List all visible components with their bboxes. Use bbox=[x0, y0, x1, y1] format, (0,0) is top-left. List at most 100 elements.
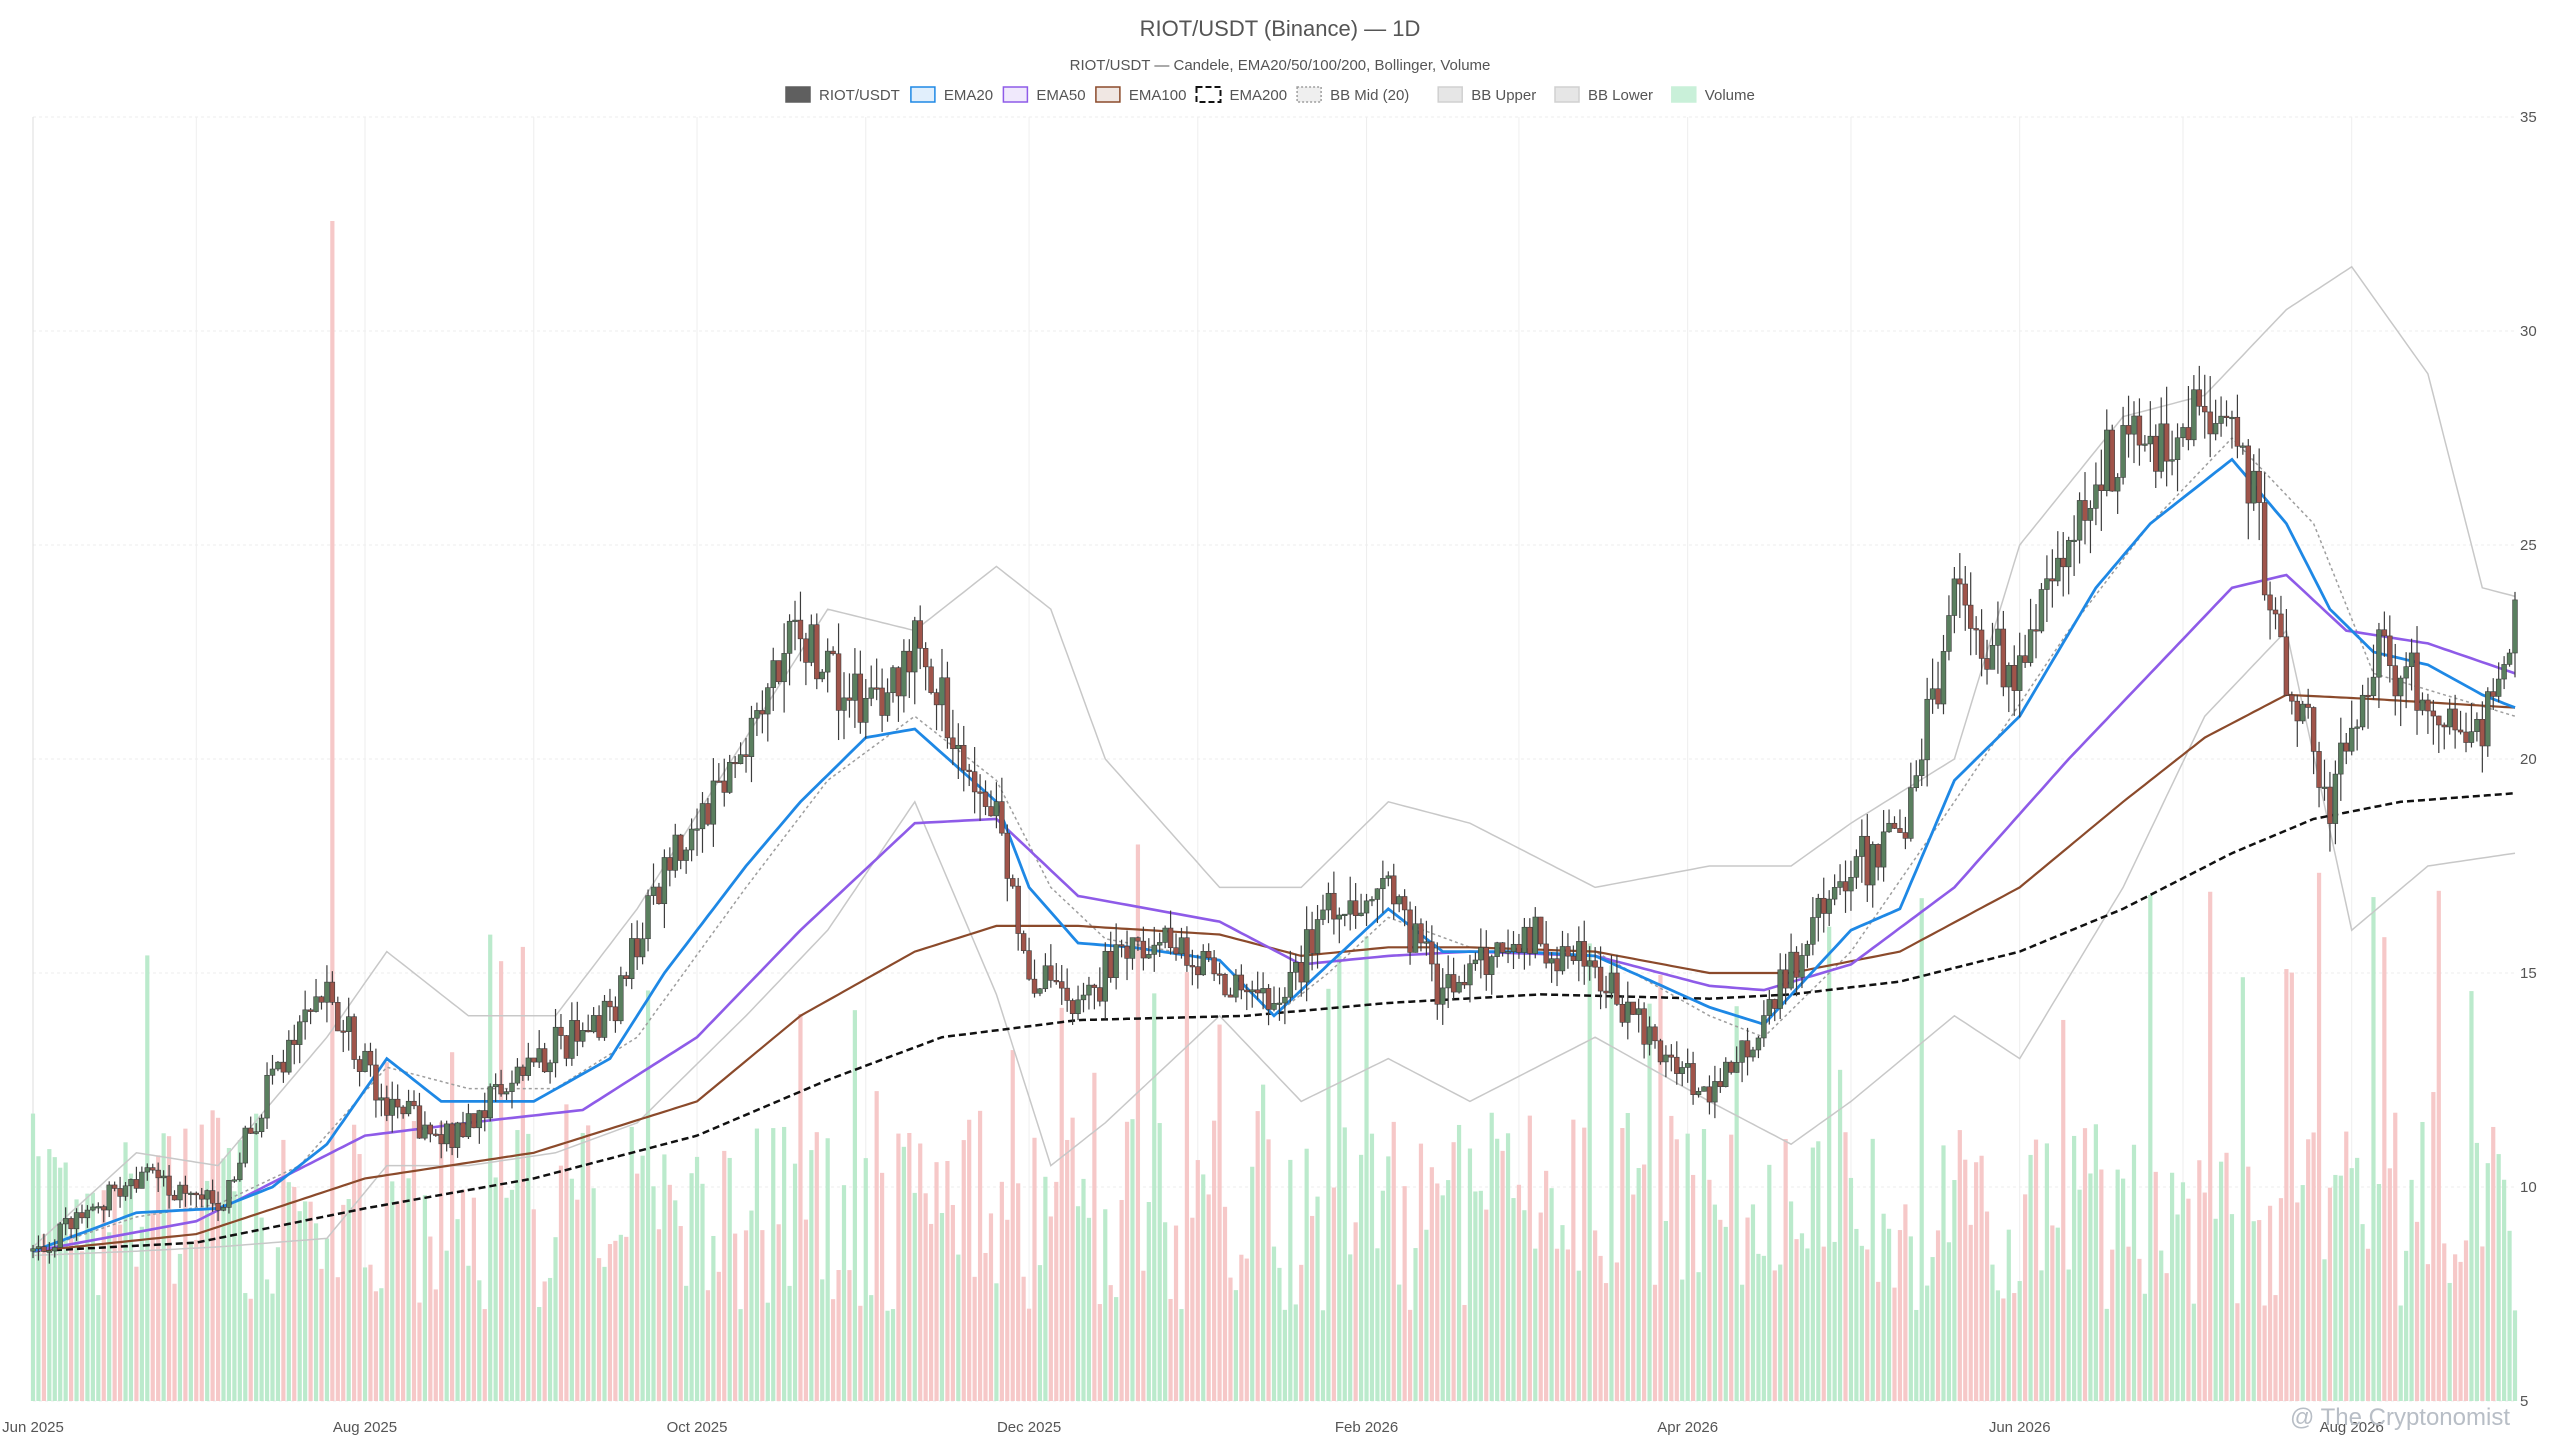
candle-body bbox=[1630, 1001, 1636, 1015]
candle-body bbox=[1325, 892, 1332, 911]
legend-item-3[interactable]: EMA100 bbox=[1095, 86, 1187, 104]
volume-bar bbox=[1310, 1215, 1315, 1401]
legend-item-8[interactable]: Volume bbox=[1671, 86, 1755, 104]
volume-bar bbox=[1707, 1179, 1712, 1401]
volume-bar bbox=[961, 1140, 966, 1401]
candle bbox=[2055, 531, 2061, 587]
volume-bar bbox=[1712, 1204, 1717, 1401]
candle bbox=[2153, 424, 2159, 488]
candle-body bbox=[863, 697, 869, 723]
volume-bar bbox=[85, 1193, 90, 1401]
volume-bar bbox=[950, 1204, 955, 1401]
candle-body bbox=[1010, 878, 1016, 887]
candle bbox=[1804, 940, 1811, 968]
candle-body bbox=[1521, 926, 1528, 953]
candle bbox=[1521, 917, 1528, 970]
candle-body bbox=[1750, 1049, 1756, 1058]
candle-body bbox=[1728, 1061, 1734, 1073]
volume-bar bbox=[199, 1124, 204, 1401]
candle bbox=[765, 683, 771, 742]
volume-bar bbox=[2376, 1184, 2382, 1401]
volume-bar bbox=[2393, 1112, 2398, 1401]
volume-bar bbox=[1723, 1226, 1728, 1401]
candle bbox=[1527, 918, 1533, 966]
candle-body bbox=[2000, 628, 2007, 688]
volume-bar bbox=[934, 1162, 939, 1401]
candle bbox=[237, 1152, 243, 1182]
volume-bar bbox=[733, 1233, 738, 1401]
volume-bar bbox=[831, 1299, 836, 1401]
volume-bar bbox=[1473, 1191, 1478, 1401]
candle bbox=[106, 1181, 112, 1218]
volume-bar bbox=[63, 1162, 68, 1401]
candle-body bbox=[2240, 445, 2246, 448]
candle bbox=[846, 673, 853, 718]
candle-body bbox=[569, 1020, 575, 1059]
candle bbox=[1064, 968, 1070, 1012]
candle bbox=[737, 742, 744, 765]
candle bbox=[2403, 652, 2409, 709]
candle bbox=[2098, 449, 2105, 531]
legend-item-6[interactable]: BB Upper bbox=[1437, 86, 1536, 104]
candle-body bbox=[258, 1117, 265, 1133]
candle-body bbox=[204, 1190, 210, 1200]
candle bbox=[2207, 376, 2213, 458]
volume-bar bbox=[1538, 1212, 1543, 1401]
volume-bar bbox=[2159, 1250, 2164, 1401]
candle bbox=[2463, 712, 2469, 753]
legend-item-2[interactable]: EMA50 bbox=[1002, 86, 1086, 104]
candle-body bbox=[1244, 989, 1250, 993]
volume-bar bbox=[2246, 1166, 2251, 1401]
candle-body bbox=[41, 1246, 47, 1252]
candle-body bbox=[73, 1212, 80, 1230]
candle-body bbox=[661, 857, 668, 905]
volume-bar bbox=[1075, 1206, 1081, 1401]
candle bbox=[62, 1207, 69, 1236]
candle bbox=[1108, 931, 1114, 983]
legend-item-4[interactable]: EMA200 bbox=[1195, 86, 1288, 104]
candle-body bbox=[1282, 996, 1288, 1004]
volume-bar bbox=[531, 1209, 536, 1401]
volume-bar bbox=[678, 1226, 683, 1401]
candle bbox=[1249, 980, 1255, 1008]
candle bbox=[1325, 882, 1332, 924]
candle-body bbox=[2392, 665, 2398, 697]
candle bbox=[2191, 375, 2197, 447]
candle bbox=[1037, 987, 1043, 997]
volume-bar bbox=[205, 1180, 210, 1401]
candle-body bbox=[672, 834, 678, 871]
volume-bar bbox=[96, 1295, 101, 1401]
candle bbox=[1135, 936, 1141, 951]
ema-lines bbox=[32, 457, 2516, 1253]
volume-bar bbox=[1271, 1246, 1277, 1401]
volume-bar bbox=[341, 1204, 346, 1401]
candle bbox=[2425, 693, 2431, 734]
legend-item-0[interactable]: RIOT/USDT bbox=[785, 86, 900, 104]
volume-bar bbox=[956, 1254, 961, 1401]
candle bbox=[1973, 616, 1979, 655]
volume-bar bbox=[2142, 1293, 2147, 1401]
legend-item-7[interactable]: BB Lower bbox=[1554, 86, 1653, 104]
candle-body bbox=[2354, 726, 2360, 729]
volume-bar bbox=[52, 1157, 57, 1401]
candle-body bbox=[1293, 962, 1299, 973]
candle bbox=[1815, 893, 1821, 942]
candle-body bbox=[1886, 822, 1892, 833]
candle bbox=[873, 658, 880, 701]
volume-bars bbox=[30, 221, 2518, 1401]
candle bbox=[1919, 738, 1925, 787]
volume-bar bbox=[1729, 1134, 1734, 1401]
candle bbox=[329, 971, 336, 1006]
volume-bar bbox=[645, 990, 651, 1401]
x-tick-7: Aug 2026 bbox=[2320, 1419, 2384, 1436]
candle bbox=[384, 1085, 390, 1122]
candle-body bbox=[1429, 941, 1435, 965]
volume-bar bbox=[2202, 1192, 2207, 1401]
candle-body bbox=[732, 761, 738, 765]
legend-item-1[interactable]: EMA20 bbox=[910, 86, 993, 104]
legend-item-5[interactable]: BB Mid (20) bbox=[1296, 86, 1409, 104]
volume-bar bbox=[1386, 1156, 1391, 1401]
candle-body bbox=[1075, 999, 1081, 1015]
volume-bar bbox=[2148, 894, 2153, 1401]
volume-bar bbox=[1353, 1222, 1358, 1401]
